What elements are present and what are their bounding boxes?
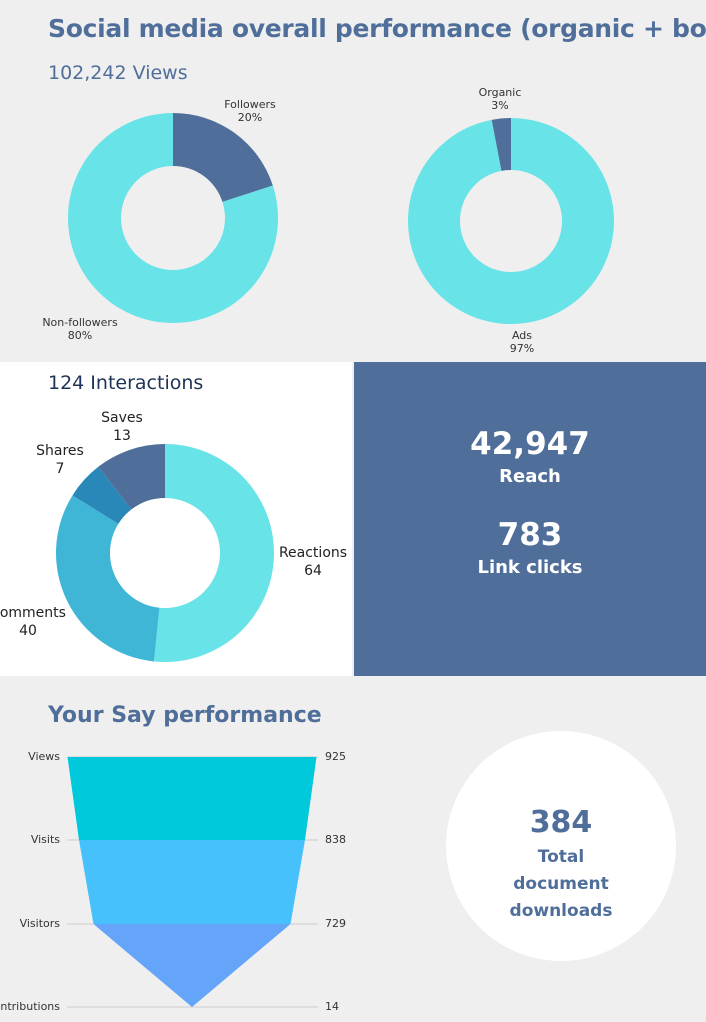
slice-label-value: 3% [491,99,509,112]
slice-label: Shares 7 [36,442,84,478]
downloads-label-3: downloads [509,901,613,921]
reach-value: 42,947 [470,426,590,462]
slice-label-value: 13 [113,428,131,444]
slice-label-value: 80% [67,329,93,342]
funnel-segment-visitors [93,924,291,1007]
interactions-slice-saves [98,443,165,510]
funnel-category-label: Contributions [0,1000,60,1013]
slice-label-value: 20% [237,111,263,124]
funnel-value-label: 838 [325,833,346,846]
slice-label: Non-followers 80% [42,316,117,342]
slice-label-name: Ads [511,329,533,342]
interactions-title: 124 Interactions [48,372,204,394]
interactions-slice-shares [72,466,132,524]
slice-label: Comments 40 [0,604,66,640]
slice-label-name: Followers [224,98,276,111]
slice-label-value: 64 [304,563,322,579]
funnel-category-label: Views [28,750,60,763]
slice-label-value: 40 [19,623,37,639]
funnel-segment-views [67,757,317,840]
funnel-category-label: Visitors [19,917,60,930]
slice-label: Followers 20% [224,98,276,124]
views-subtitle: 102,242 Views [48,62,188,84]
page-title: Social media overall performance (organi… [48,14,706,43]
slice-label-name: Non-followers [42,316,118,329]
slice-label: Saves 13 [101,409,143,445]
funnel-value-label: 925 [325,750,346,763]
slice-label: Ads 97% [510,329,534,355]
slice-label-name: Saves [101,410,143,426]
funnel-segment-visits [79,840,305,924]
audience-slice-followers [173,113,273,202]
slice-label-name: Reactions [278,545,348,561]
slice-label-name: Organic [478,86,522,99]
slice-label-value: 97% [509,342,535,355]
source-slice-ads [408,118,614,324]
your-say-title: Your Say performance [48,703,322,728]
interactions-slice-comments [55,495,160,662]
downloads-value: 384 [529,805,593,840]
slice-label-value: 7 [55,461,65,477]
slice-label-name: Shares [36,443,84,459]
funnel-value-label: 14 [325,1000,339,1013]
audience-slice-non-followers [68,113,279,323]
slice-label: Organic 3% [479,86,522,112]
reach-label: Reach [499,466,561,487]
downloads-label-2: document [513,874,609,894]
source-slice-organic [491,118,511,171]
downloads-circle: 384 Total document downloads [446,731,676,961]
funnel-value-label: 729 [325,917,346,930]
slice-label-name: Comments [0,605,66,621]
slice-label: Reactions 64 [279,544,347,580]
reach-panel: 42,947 Reach 783 Link clicks [354,362,706,676]
interactions-slice-reactions [153,444,275,662]
downloads-label-1: Total [537,847,585,867]
link-clicks-label: Link clicks [477,557,583,578]
funnel-category-label: Visits [30,833,60,846]
link-clicks-value: 783 [497,517,563,553]
